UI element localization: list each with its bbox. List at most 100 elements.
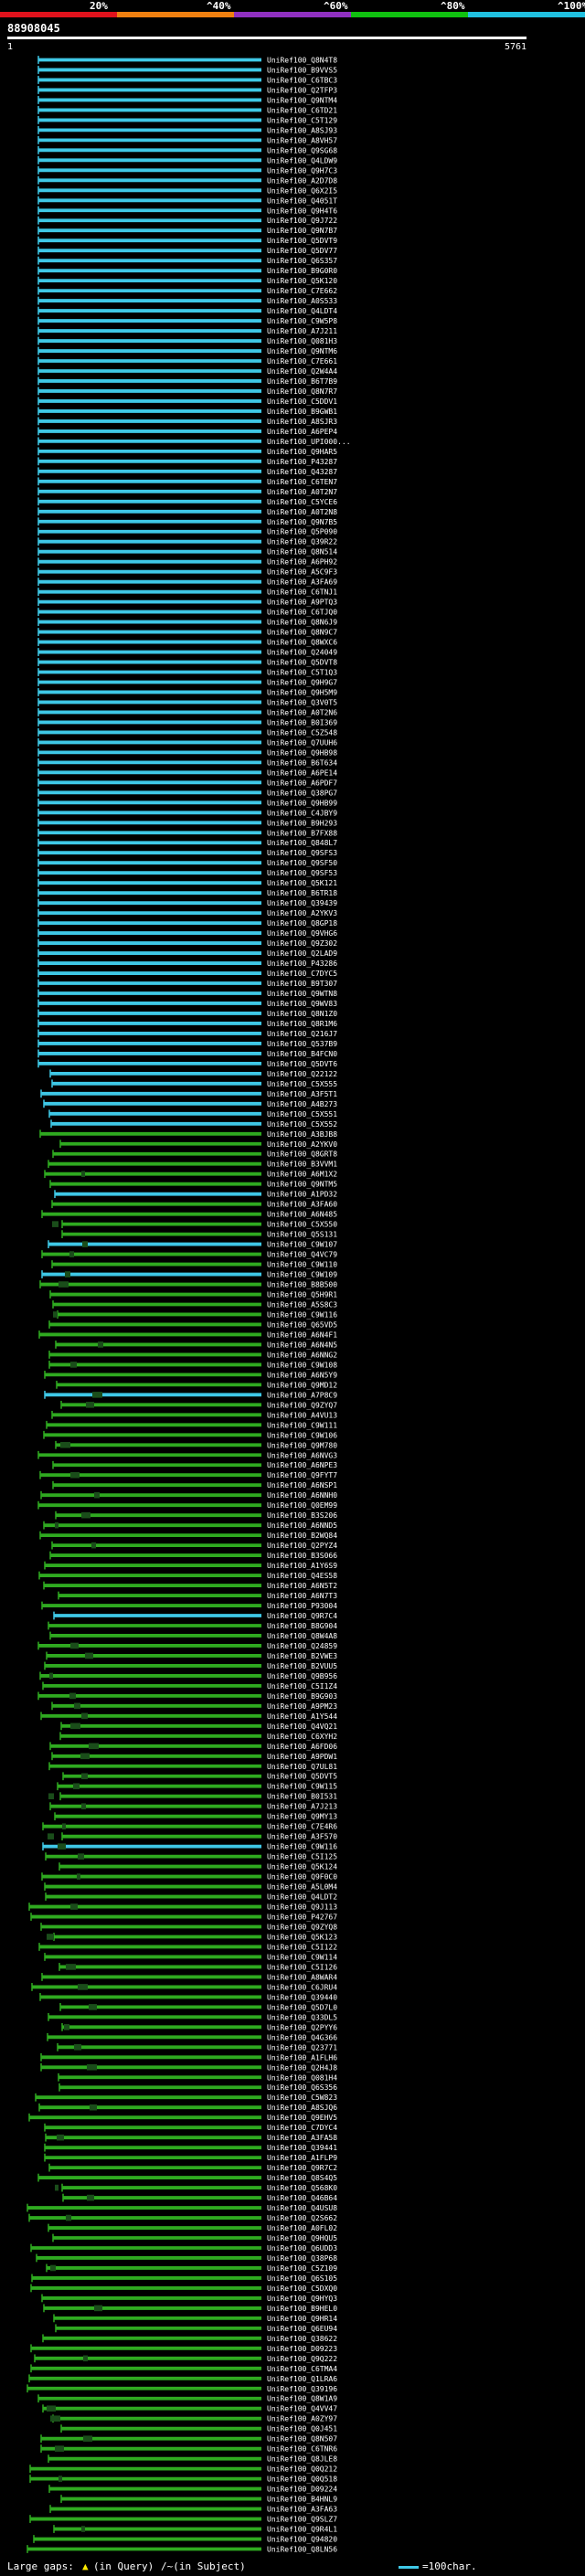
hit-label[interactable]: UniRef100_A6PH92 [267, 558, 337, 567]
hit-label[interactable]: UniRef100_Q9H4T6 [267, 207, 337, 215]
hit-label[interactable]: UniRef100_C5YCE6 [267, 498, 337, 506]
hit-label[interactable]: UniRef100_Q081H4 [267, 2073, 337, 2082]
hit-label[interactable]: UniRef100_Q5K124 [267, 1863, 337, 1871]
hit-label[interactable]: UniRef100_A6NNH0 [267, 1491, 337, 1500]
hit-label[interactable]: UniRef100_B6TR18 [267, 889, 337, 897]
hit-label[interactable]: UniRef100_A3FA60 [267, 1201, 337, 1209]
hit-label[interactable]: UniRef100_A1FLP9 [267, 2154, 337, 2162]
hit-label[interactable]: UniRef100_A6N7T3 [267, 1592, 337, 1600]
hit-label[interactable]: UniRef100_Q8W1A9 [267, 2395, 337, 2403]
hit-label[interactable]: UniRef100_C9W107 [267, 1241, 337, 1249]
hit-label[interactable]: UniRef100_A5S8C3 [267, 1301, 337, 1309]
hit-label[interactable]: UniRef100_Q9J722 [267, 217, 337, 225]
hit-label[interactable]: UniRef100_B3VVM1 [267, 1161, 337, 1169]
hit-label[interactable]: UniRef100_Q9SG68 [267, 146, 337, 154]
hit-label[interactable]: UniRef100_Q39439 [267, 899, 337, 907]
hit-label[interactable]: UniRef100_Q2H4J8 [267, 2063, 337, 2072]
hit-label[interactable]: UniRef100_B8G904 [267, 1622, 337, 1630]
hit-label[interactable]: UniRef100_Q65VD5 [267, 1320, 337, 1329]
hit-label[interactable]: UniRef100_A6NVG3 [267, 1451, 337, 1459]
hit-label[interactable]: UniRef100_C6TNJ1 [267, 588, 337, 597]
hit-label[interactable]: UniRef100_C9W111 [267, 1421, 337, 1429]
hit-label[interactable]: UniRef100_Q9HYQ3 [267, 2295, 337, 2303]
hit-label[interactable]: UniRef100_Q0Q518 [267, 2475, 337, 2484]
hit-label[interactable]: UniRef100_Q9HAR5 [267, 448, 337, 456]
hit-label[interactable]: UniRef100_Q9R4L1 [267, 2526, 337, 2534]
hit-label[interactable]: UniRef100_Q6S105 [267, 2274, 337, 2283]
hit-label[interactable]: UniRef100_Q2PYY6 [267, 2023, 337, 2031]
hit-label[interactable]: UniRef100_C5T1Q3 [267, 669, 337, 677]
hit-label[interactable]: UniRef100_Q8S4Q5 [267, 2174, 337, 2182]
hit-label[interactable]: UniRef100_Q9H5M9 [267, 688, 337, 696]
hit-label[interactable]: UniRef100_Q9NTM5 [267, 1181, 337, 1189]
hit-label[interactable]: UniRef100_A7P8C9 [267, 1391, 337, 1399]
hit-label[interactable]: UniRef100_A0FL02 [267, 2224, 337, 2232]
hit-label[interactable]: UniRef100_Q94820 [267, 2536, 337, 2544]
hit-label[interactable]: UniRef100_Q5S131 [267, 1231, 337, 1239]
hit-label[interactable]: UniRef100_Q5D7L0 [267, 2003, 337, 2011]
hit-label[interactable]: UniRef100_C6TNR6 [267, 2445, 337, 2454]
hit-label[interactable]: UniRef100_Q9HB99 [267, 799, 337, 807]
hit-label[interactable]: UniRef100_Q0Q212 [267, 2465, 337, 2474]
hit-label[interactable]: UniRef100_Q7UL81 [267, 1763, 337, 1771]
hit-label[interactable]: UniRef100_C7E662 [267, 287, 337, 295]
hit-label[interactable]: UniRef100_A5L0M4 [267, 1883, 337, 1892]
hit-label[interactable]: UniRef100_Q22122 [267, 1070, 337, 1078]
hit-label[interactable]: UniRef100_Q4LDT4 [267, 307, 337, 315]
hit-label[interactable]: UniRef100_Q8GRT8 [267, 1150, 337, 1159]
hit-label[interactable]: UniRef100_Q9R7C2 [267, 2164, 337, 2172]
hit-label[interactable]: UniRef100_Q2TFP3 [267, 86, 337, 94]
hit-label[interactable]: UniRef100_Q5P090 [267, 528, 337, 536]
hit-label[interactable]: UniRef100_Q38622 [267, 2335, 337, 2343]
hit-label[interactable]: UniRef100_Q5H9R1 [267, 1291, 337, 1299]
hit-label[interactable]: UniRef100_P43287 [267, 458, 337, 466]
hit-label[interactable]: UniRef100_Q9SLZ7 [267, 2516, 337, 2524]
hit-label[interactable]: UniRef100_Q24859 [267, 1642, 337, 1650]
hit-label[interactable]: UniRef100_A4VU13 [267, 1411, 337, 1419]
hit-label[interactable]: UniRef100_Q9N7B5 [267, 518, 337, 526]
hit-label[interactable]: UniRef100_C4JBY9 [267, 809, 337, 817]
hit-label[interactable]: UniRef100_Q2LAD9 [267, 949, 337, 958]
hit-label[interactable]: UniRef100_Q8JLE8 [267, 2455, 337, 2464]
hit-label[interactable]: UniRef100_A2D7D8 [267, 176, 337, 185]
hit-label[interactable]: UniRef100_Q568K0 [267, 2184, 337, 2192]
hit-label[interactable]: UniRef100_A7J213 [267, 1803, 337, 1811]
hit-label[interactable]: UniRef100_C7DYC4 [267, 2124, 337, 2132]
hit-label[interactable]: UniRef100_Q8N6J9 [267, 619, 337, 627]
hit-label[interactable]: UniRef100_C6JRU4 [267, 1983, 337, 1991]
hit-label[interactable]: UniRef100_A3FA63 [267, 2506, 337, 2514]
hit-label[interactable]: UniRef100_Q4LDT2 [267, 1893, 337, 1902]
hit-label[interactable]: UniRef100_A6N5Y9 [267, 1371, 337, 1379]
hit-label[interactable]: UniRef100_A6FD06 [267, 1743, 337, 1751]
hit-label[interactable]: UniRef100_Q39R22 [267, 538, 337, 546]
hit-label[interactable]: UniRef100_Q9WTN8 [267, 990, 337, 998]
hit-label[interactable]: UniRef100_Q9N7B7 [267, 227, 337, 235]
hit-label[interactable]: UniRef100_C6TBC3 [267, 76, 337, 84]
hit-label[interactable]: UniRef100_Q3V0T5 [267, 698, 337, 706]
hit-label[interactable]: UniRef100_A8WAR4 [267, 1973, 337, 1981]
hit-label[interactable]: UniRef100_B9GWB1 [267, 408, 337, 416]
hit-label[interactable]: UniRef100_B3S206 [267, 1511, 337, 1520]
hit-label[interactable]: UniRef100_B2VUU5 [267, 1662, 337, 1670]
hit-label[interactable]: UniRef100_Q9VHG6 [267, 929, 337, 938]
hit-label[interactable]: UniRef100_Q9M780 [267, 1441, 337, 1449]
hit-label[interactable]: UniRef100_Q6EU94 [267, 2325, 337, 2333]
hit-label[interactable]: UniRef100_Q9Z302 [267, 939, 337, 948]
hit-label[interactable]: UniRef100_C6TEN7 [267, 478, 337, 486]
hit-label[interactable]: UniRef100_C5I126 [267, 1963, 337, 1971]
hit-label[interactable]: UniRef100_Q9NTM6 [267, 347, 337, 355]
hit-label[interactable]: UniRef100_A2YKV3 [267, 909, 337, 917]
hit-label[interactable]: UniRef100_A3F570 [267, 1833, 337, 1841]
hit-label[interactable]: UniRef100_Q9B956 [267, 1672, 337, 1680]
hit-label[interactable]: UniRef100_A1FLH6 [267, 2053, 337, 2062]
hit-label[interactable]: UniRef100_Q8R1M6 [267, 1020, 337, 1028]
hit-label[interactable]: UniRef100_Q5K123 [267, 1933, 337, 1941]
hit-label[interactable]: UniRef100_B7FX88 [267, 829, 337, 837]
hit-label[interactable]: UniRef100_Q38P68 [267, 2254, 337, 2263]
hit-label[interactable]: UniRef100_Q9Q222 [267, 2355, 337, 2363]
hit-label[interactable]: UniRef100_Q46B64 [267, 2194, 337, 2202]
hit-label[interactable]: UniRef100_C6XYH2 [267, 1733, 337, 1741]
hit-label[interactable]: UniRef100_Q9SFS3 [267, 849, 337, 857]
hit-label[interactable]: UniRef100_Q8N4T8 [267, 56, 337, 64]
hit-label[interactable]: UniRef100_C5Z109 [267, 2264, 337, 2273]
